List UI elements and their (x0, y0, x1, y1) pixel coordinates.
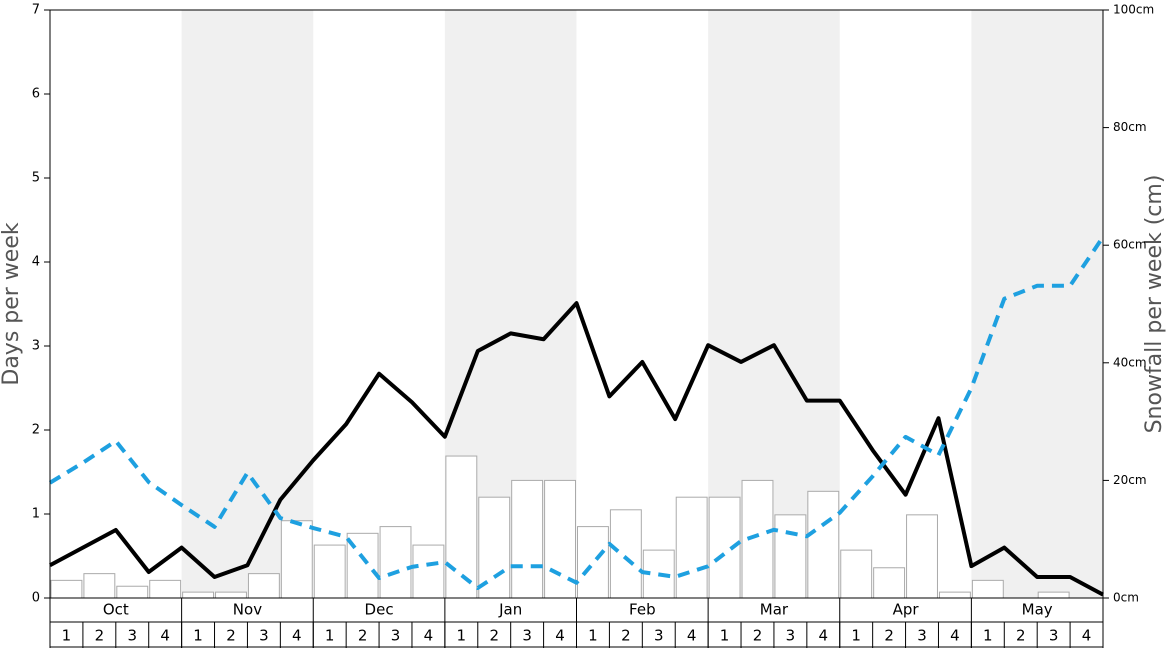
month-label: Nov (233, 601, 262, 619)
y-tick-label: 6 (32, 87, 40, 102)
y2-axis-label: Snowfall per week (cm) (1142, 175, 1167, 434)
bar (906, 514, 938, 599)
week-label: 4 (1082, 627, 1092, 645)
month-label: May (1022, 601, 1053, 619)
bar (938, 591, 971, 599)
bar (83, 573, 116, 599)
week-label: 2 (226, 627, 236, 645)
bar (873, 567, 906, 599)
bar (313, 544, 346, 599)
week-label: 1 (325, 627, 335, 645)
week-label: 3 (391, 627, 401, 645)
y2-tick-label: 40cm (1113, 355, 1147, 369)
bar (379, 526, 412, 599)
y-tick-label: 7 (32, 3, 40, 18)
week-label: 3 (522, 627, 532, 645)
week-label: 3 (654, 627, 664, 645)
month-shade (181, 10, 314, 598)
week-label: 1 (588, 627, 598, 645)
month-label: Oct (103, 601, 129, 619)
bar (511, 479, 544, 599)
month-label: Dec (365, 601, 394, 619)
series-line (49, 301, 1104, 597)
bar (247, 573, 280, 599)
y-tick-label: 3 (32, 339, 40, 354)
month-label: Apr (893, 601, 920, 619)
week-label: 4 (819, 627, 829, 645)
bar (412, 544, 445, 599)
y-tick-label: 1 (32, 507, 40, 522)
week-label: 3 (786, 627, 796, 645)
week-label: 1 (983, 627, 993, 645)
bar (971, 579, 1004, 599)
week-label: 1 (720, 627, 730, 645)
month-label: Mar (760, 601, 789, 619)
week-label: 1 (193, 627, 203, 645)
week-label: 4 (555, 627, 565, 645)
bar (609, 509, 642, 599)
week-label: 2 (1016, 627, 1026, 645)
month-label: Jan (498, 601, 522, 619)
y2-tick-label: 20cm (1113, 473, 1147, 487)
week-label: 4 (950, 627, 960, 645)
bar (807, 490, 840, 599)
week-label: 1 (62, 627, 72, 645)
y2-tick-label: 80cm (1113, 120, 1147, 134)
bar (215, 591, 247, 599)
y2-tick-label: 60cm (1113, 238, 1147, 252)
bar (774, 514, 807, 599)
week-label: 4 (687, 627, 697, 645)
week-label: 4 (160, 627, 170, 645)
bar (741, 479, 774, 599)
week-label: 2 (358, 627, 368, 645)
bar (149, 579, 182, 599)
month-label: Feb (629, 601, 656, 619)
week-label: 2 (489, 627, 499, 645)
y-axis-label: Days per week (0, 222, 24, 385)
bar (280, 520, 313, 599)
y-tick-label: 2 (32, 423, 40, 438)
bar (50, 579, 83, 599)
bar (577, 526, 609, 599)
week-label: 3 (127, 627, 137, 645)
y2-tick-label: 100cm (1113, 3, 1154, 17)
bar (182, 591, 215, 599)
bar (445, 455, 478, 599)
week-label: 2 (884, 627, 894, 645)
week-label: 3 (1049, 627, 1059, 645)
week-label: 2 (621, 627, 631, 645)
y-tick-label: 0 (32, 591, 40, 606)
week-label: 1 (851, 627, 861, 645)
week-label: 3 (259, 627, 269, 645)
week-label: 2 (95, 627, 105, 645)
series-line (48, 235, 1105, 591)
y2-tick-label: 0cm (1113, 591, 1139, 605)
y-tick-label: 4 (32, 255, 40, 270)
bar (1037, 591, 1070, 599)
week-label: 2 (753, 627, 763, 645)
bar (478, 496, 511, 599)
bar (116, 585, 149, 599)
week-label: 3 (917, 627, 927, 645)
week-label: 1 (457, 627, 467, 645)
week-label: 4 (424, 627, 434, 645)
month-shade (971, 10, 1103, 598)
bar (675, 496, 708, 599)
y-tick-label: 5 (32, 171, 40, 186)
bar (840, 549, 873, 599)
week-label: 4 (292, 627, 302, 645)
